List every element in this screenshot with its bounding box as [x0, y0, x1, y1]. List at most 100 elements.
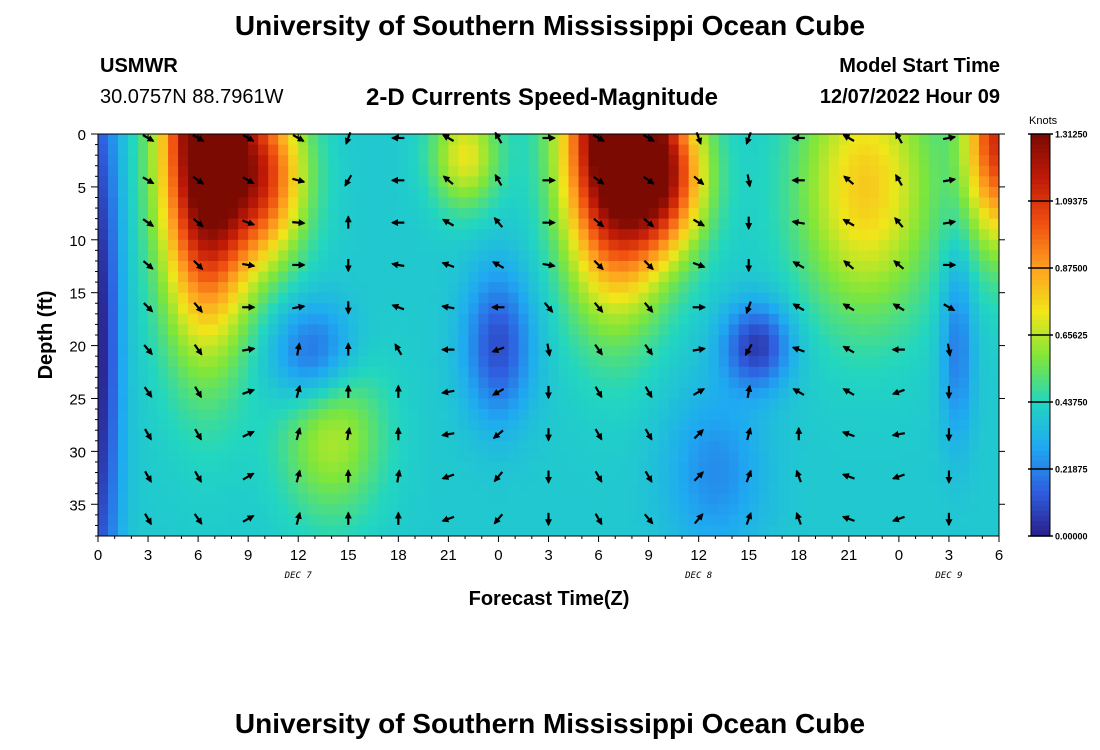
speed-cell [348, 229, 359, 241]
speed-cell [468, 208, 480, 220]
speed-cell [958, 419, 970, 431]
speed-cell [218, 356, 229, 368]
speed-cell [298, 366, 309, 378]
speed-cell [168, 271, 179, 283]
current-arrow [193, 344, 203, 356]
speed-cell [688, 176, 700, 188]
speed-cell [348, 345, 359, 357]
speed-cell [358, 271, 369, 283]
speed-cell [278, 461, 289, 474]
speed-cell [938, 525, 950, 536]
speed-cell [838, 155, 850, 167]
speed-cell [638, 271, 650, 283]
speed-cell [318, 525, 329, 536]
speed-cell [608, 335, 620, 347]
speed-cell [788, 483, 800, 495]
speed-cell [238, 313, 249, 326]
speed-cell [618, 430, 630, 442]
speed-cell [798, 398, 810, 410]
speed-cell [298, 504, 309, 516]
speed-cell [158, 472, 169, 484]
current-arrow [192, 175, 205, 185]
speed-cell [838, 451, 850, 463]
speed-cell [338, 472, 349, 484]
speed-cell [318, 134, 329, 146]
speed-cell [228, 472, 239, 484]
speed-cell [988, 440, 999, 452]
speed-cell [128, 271, 139, 283]
speed-cell [688, 260, 700, 273]
speed-cell [248, 366, 259, 378]
speed-cell [368, 134, 379, 146]
speed-cell [408, 514, 419, 527]
speed-cell [488, 197, 500, 209]
speed-cell [388, 387, 399, 400]
speed-cell [598, 292, 610, 304]
speed-cell [168, 144, 179, 156]
speed-cell [698, 398, 710, 410]
speed-cell [708, 440, 720, 452]
speed-cell [188, 292, 199, 304]
speed-cell [368, 335, 379, 347]
speed-cell [418, 409, 429, 421]
speed-cell [838, 165, 850, 177]
speed-cell [508, 271, 520, 283]
speed-cell [398, 155, 409, 167]
speed-cell [738, 324, 750, 336]
speed-cell [808, 377, 820, 389]
speed-cell [128, 197, 139, 209]
speed-cell [788, 250, 800, 262]
speed-cell [358, 504, 369, 516]
speed-cell [208, 430, 219, 442]
speed-cell [678, 292, 690, 304]
speed-cell [938, 356, 950, 368]
speed-cell [678, 155, 690, 167]
speed-cell [918, 271, 930, 283]
colorbar-segment [1031, 324, 1050, 331]
speed-cell [948, 229, 960, 241]
speed-cell [478, 409, 490, 421]
speed-cell [588, 144, 600, 156]
speed-cell [168, 218, 179, 230]
speed-cell [538, 134, 550, 146]
colorbar-segment [1031, 259, 1050, 266]
speed-cell [688, 483, 700, 495]
speed-cell [458, 324, 470, 336]
current-arrow [344, 174, 353, 187]
colorbar-segment [1031, 174, 1050, 180]
speed-cell [238, 324, 249, 336]
speed-cell [288, 144, 299, 156]
speed-cell [608, 387, 620, 400]
speed-cell [358, 155, 369, 167]
speed-cell [218, 208, 229, 220]
speed-cell [518, 504, 530, 516]
speed-cell [138, 197, 149, 209]
speed-cell [248, 144, 259, 156]
speed-cell [478, 250, 490, 262]
speed-cell [788, 409, 800, 421]
speed-cell [818, 387, 830, 400]
current-arrow [142, 260, 154, 270]
speed-cell [268, 197, 279, 209]
speed-cell [898, 398, 910, 410]
speed-cell [408, 345, 419, 357]
speed-cell [828, 271, 840, 283]
current-arrow [891, 473, 905, 480]
speed-cell [768, 377, 780, 389]
speed-cell [608, 208, 620, 220]
speed-cell [178, 430, 189, 442]
speed-cell [608, 324, 620, 336]
speed-cell [168, 356, 179, 368]
speed-cell [368, 472, 379, 484]
speed-cell [798, 419, 810, 431]
speed-cell [918, 335, 930, 347]
speed-cell [188, 525, 199, 536]
speed-cell [838, 461, 850, 474]
speed-cell [808, 208, 820, 220]
speed-cell [138, 271, 149, 283]
speed-cell [918, 419, 930, 431]
speed-cell [208, 176, 219, 188]
speed-cell [748, 430, 760, 442]
speed-cell [698, 155, 710, 167]
speed-cell [268, 271, 279, 283]
